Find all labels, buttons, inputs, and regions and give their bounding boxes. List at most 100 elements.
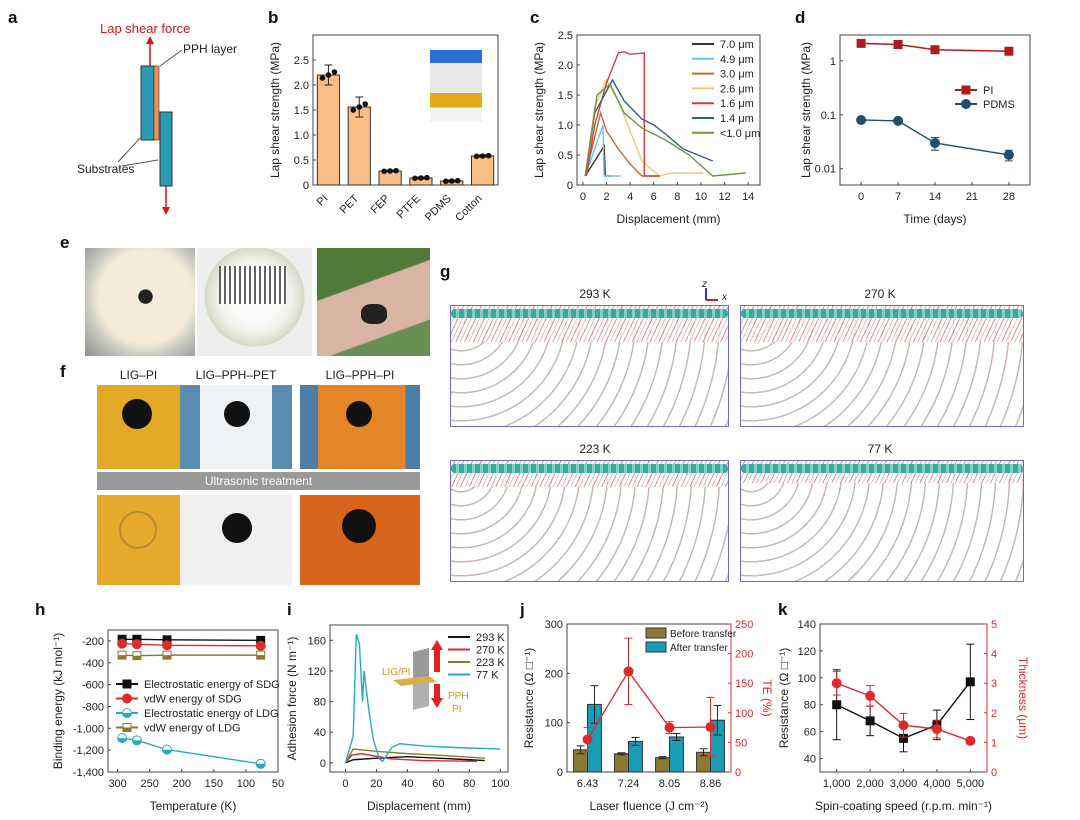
d-legend-marker	[961, 99, 971, 109]
b-ytick-label: 2.5	[294, 55, 309, 67]
md-snapshot-293k	[450, 305, 729, 427]
wrist-photo	[317, 248, 430, 356]
sphere-photo	[197, 248, 312, 356]
i-legend-label: 293 K	[476, 632, 505, 644]
h-legend-marker	[122, 693, 132, 704]
c-ytick-label: 2.0	[558, 60, 573, 72]
bar-after-transfer	[669, 736, 684, 773]
h-marker-fill	[163, 655, 172, 660]
i-xtick-label: 0	[342, 778, 348, 790]
c-xtick-label: 12	[718, 191, 730, 203]
inset-pph-label: PPH	[448, 691, 469, 702]
h-marker-fill	[117, 738, 127, 743]
bar-after-transfer	[628, 740, 643, 773]
k-y2label: Thickness (μm)	[1016, 657, 1030, 739]
j-ylabel: Resistance (Ω □⁻¹)	[522, 648, 536, 749]
k-y2tick-label: 3	[991, 678, 997, 690]
flower-photo	[85, 248, 195, 356]
axis-x-label: x	[722, 292, 727, 303]
md-snapshot-270k	[740, 305, 1024, 427]
j-ytick-label: 100	[545, 718, 563, 730]
h-legend-label: Electrostatic energy of LDG	[144, 708, 279, 720]
h-marker-fill	[256, 655, 265, 660]
c-legend-label: 4.9 μm	[720, 54, 754, 66]
d-legend-label: PDMS	[983, 99, 1015, 111]
b-plot-frame	[312, 34, 499, 186]
d-xtick-label: 28	[1003, 191, 1015, 203]
b-ylabel: Lap shear strength (MPa)	[268, 42, 282, 178]
bar-before-transfer	[614, 753, 629, 773]
b-ytick-label: 2.0	[294, 80, 309, 92]
panel-label-a: a	[8, 8, 18, 27]
j-xtick-label: 7.24	[618, 778, 639, 790]
h-line-3	[122, 654, 261, 657]
h-legend-label: vdW energy of LDG	[144, 723, 241, 735]
j-xtick-label: 8.86	[700, 778, 721, 790]
i-ytick-label: 120	[308, 666, 326, 678]
datapoint-Cotton	[473, 153, 480, 160]
substrates-label: Substrates	[77, 162, 135, 176]
panel-label-g: g	[440, 262, 451, 281]
h-marker-fill	[132, 740, 142, 745]
k-ytick-label: 120	[798, 646, 816, 658]
j-legend-swatch	[645, 627, 667, 639]
c-legend-label: 7.0 μm	[720, 39, 754, 51]
panel-label-j: j	[520, 600, 525, 619]
j-y2tick-label: 250	[735, 619, 753, 631]
datapoint-PDMS	[442, 178, 449, 185]
d-marker	[893, 40, 903, 50]
c-line-5	[584, 78, 714, 177]
c-line-1	[584, 124, 621, 177]
g-title-223: 223 K	[579, 442, 611, 456]
h-ytick-label: -1,400	[73, 767, 104, 779]
xtick-label-FEP: FEP	[369, 193, 393, 217]
h-xtick-label: 250	[141, 778, 159, 790]
d-xlabel: Time (days)	[904, 212, 967, 226]
j-xtick-label: 8.05	[659, 778, 680, 790]
datapoint-PTFE	[418, 175, 424, 181]
panel-label-f: f	[60, 362, 66, 381]
k-xtick-label: 4,000	[923, 778, 951, 790]
h-xtick-label: 50	[272, 778, 284, 790]
j-ytick-label: 300	[545, 619, 563, 631]
g-title-270: 270 K	[864, 287, 896, 301]
b-ytick-label: 0.5	[294, 155, 309, 167]
d-xtick-label: 21	[966, 191, 978, 203]
lap-shear-force-label: Lap shear force	[100, 21, 191, 36]
pph-pointer	[159, 49, 183, 67]
c-line-2	[584, 110, 660, 177]
lig-pph-pi-after-photo	[300, 495, 420, 585]
j-te-marker	[664, 722, 675, 733]
k-marker	[898, 720, 909, 731]
d-ylabel: Lap shear strength (MPa)	[799, 42, 813, 178]
i-ytick-label: 40	[314, 727, 326, 739]
md-snapshot-223k	[450, 460, 729, 582]
d-ytick-label: 1	[830, 56, 836, 68]
f-title-lig-pph-pi: LIG–PPH–PI	[325, 368, 395, 382]
d-marker	[930, 45, 940, 55]
h-xtick-label: 300	[108, 778, 126, 790]
c-legend-label: 3.0 μm	[720, 69, 754, 81]
j-te-marker	[705, 722, 716, 733]
bar-Cotton	[470, 155, 495, 186]
c-xtick-label: 10	[695, 191, 707, 203]
substrate-bottom	[159, 111, 173, 187]
i-ytick-label: 80	[314, 697, 326, 709]
j-te-marker	[582, 734, 593, 745]
i-line-0	[345, 755, 485, 764]
i-plot-frame	[329, 624, 509, 773]
h-plot-frame	[107, 629, 279, 773]
datapoint-PDMS	[448, 178, 455, 184]
datapoint-FEP	[393, 167, 399, 174]
panel-label-h: h	[35, 600, 46, 619]
i-xtick-label: 60	[432, 778, 444, 790]
inset-pi-label: PI	[452, 704, 462, 715]
datapoint-PET	[350, 107, 357, 113]
c-xtick-label: 2	[603, 191, 609, 203]
c-ylabel: Lap shear strength (MPa)	[532, 42, 546, 178]
lig-pph-pet-after-photo	[180, 495, 292, 585]
h-ytick-label: -1,200	[73, 745, 104, 757]
h-ytick-label: -800	[82, 701, 104, 713]
peel-test-inset	[393, 640, 443, 710]
h-line-1	[122, 642, 261, 647]
